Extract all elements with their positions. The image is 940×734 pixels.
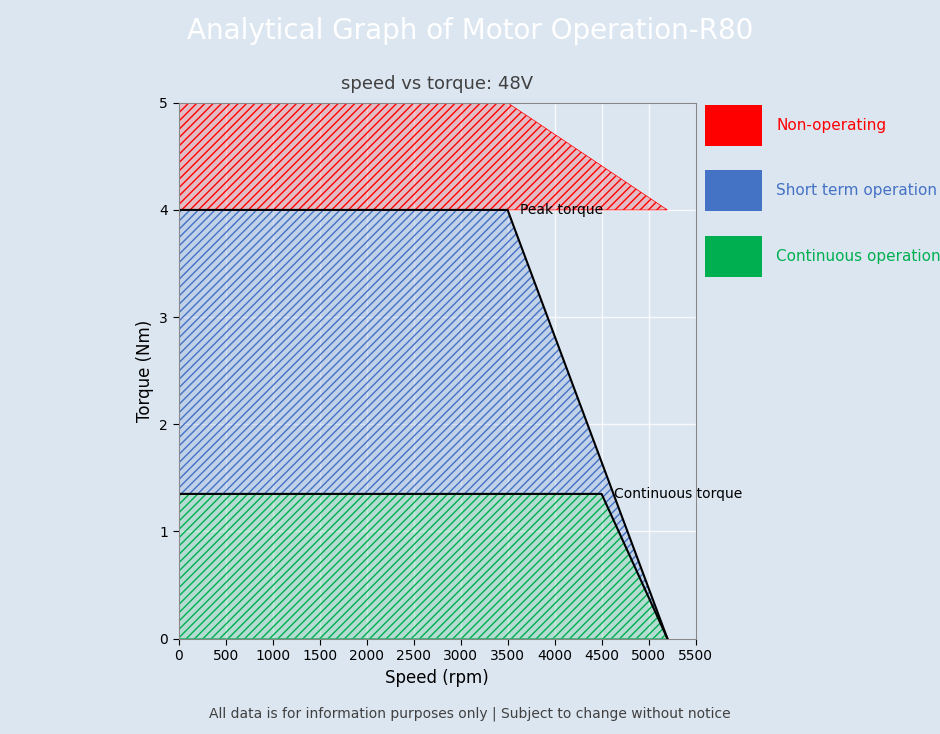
Bar [705,170,762,211]
Text: All data is for information purposes only | Subject to change without notice: All data is for information purposes onl… [210,707,730,721]
Text: Non-operating: Non-operating [776,117,886,133]
Y-axis label: Torque (Nm): Torque (Nm) [135,319,154,422]
Polygon shape [179,210,667,639]
Text: Peak torque: Peak torque [520,203,603,217]
X-axis label: Speed (rpm): Speed (rpm) [385,669,489,686]
Bar [705,236,762,277]
Text: Continuous torque: Continuous torque [614,487,742,501]
Bar [705,104,762,145]
Text: Analytical Graph of Motor Operation-R80: Analytical Graph of Motor Operation-R80 [187,17,753,46]
Polygon shape [179,494,667,639]
Text: Continuous operation: Continuous operation [776,249,940,264]
Title: speed vs torque: 48V: speed vs torque: 48V [341,75,533,93]
Text: Short term operation: Short term operation [776,184,937,198]
Polygon shape [179,103,667,210]
